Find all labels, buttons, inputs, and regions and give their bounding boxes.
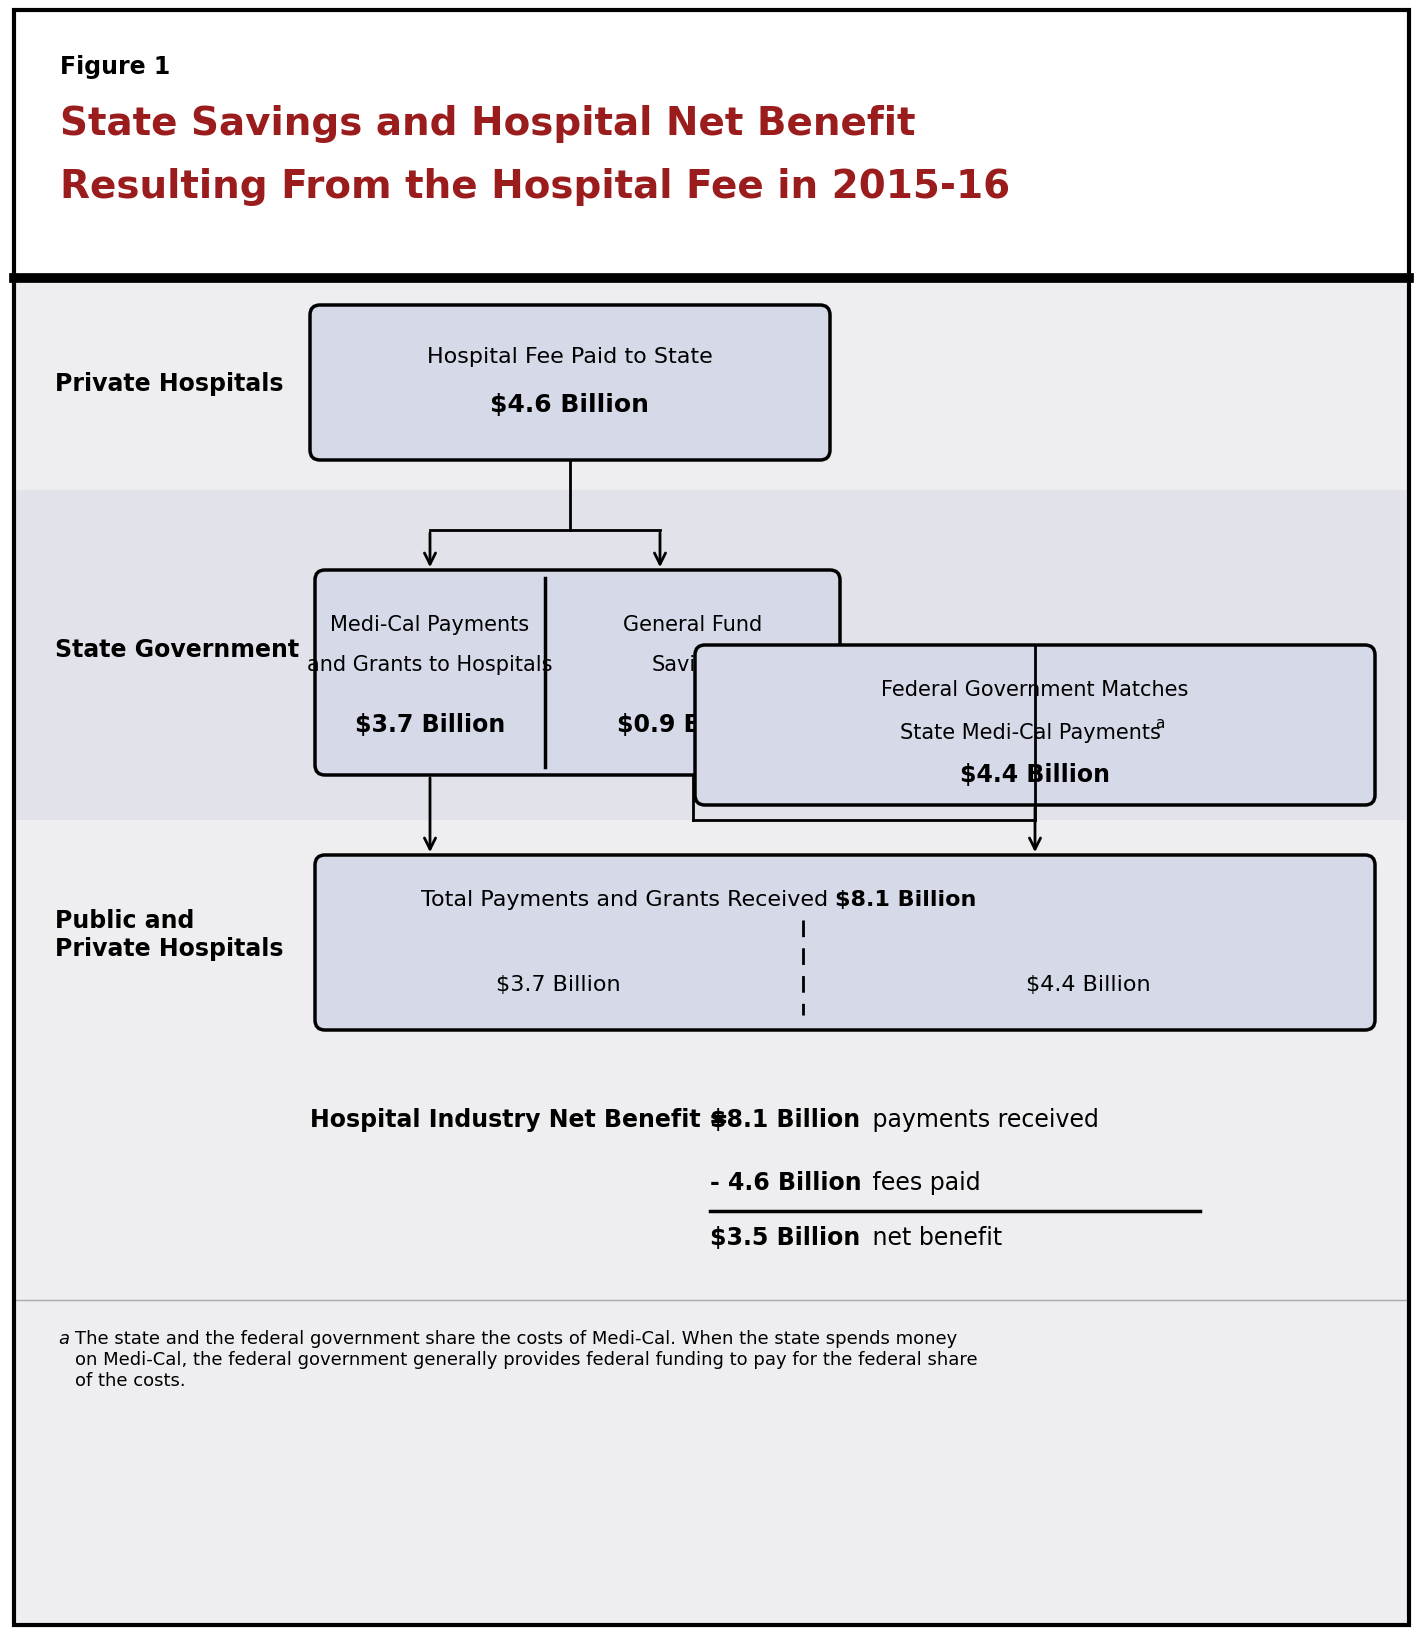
Text: $4.4 Billion: $4.4 Billion [961,764,1110,786]
Text: net benefit: net benefit [865,1226,1002,1251]
Text: Total Payments and Grants Received: Total Payments and Grants Received [421,889,835,911]
Text: General Fund: General Fund [623,615,763,634]
Text: Figure 1: Figure 1 [60,56,171,78]
Text: The state and the federal government share the costs of Medi-Cal. When the state: The state and the federal government sha… [75,1329,978,1390]
FancyBboxPatch shape [694,644,1375,804]
FancyBboxPatch shape [314,571,840,775]
Text: a: a [1155,716,1164,731]
Text: Hospital Industry Net Benefit =: Hospital Industry Net Benefit = [310,1109,729,1131]
Text: $8.1 Billion: $8.1 Billion [835,889,976,911]
Text: - 4.6 Billion: - 4.6 Billion [710,1171,861,1195]
Text: $4.6 Billion: $4.6 Billion [491,392,649,417]
Text: $3.7 Billion: $3.7 Billion [497,974,620,996]
Bar [14,10,1409,278]
Text: Medi-Cal Payments: Medi-Cal Payments [330,615,529,634]
Text: $8.1 Billion: $8.1 Billion [710,1109,859,1131]
Text: State Government: State Government [55,638,299,662]
Text: Private Hospitals: Private Hospitals [55,373,283,396]
Text: State Medi-Cal Payments: State Medi-Cal Payments [899,723,1160,742]
Text: payments received: payments received [865,1109,1099,1131]
Text: State Savings and Hospital Net Benefit: State Savings and Hospital Net Benefit [60,105,915,142]
Text: $4.4 Billion: $4.4 Billion [1026,974,1151,996]
Text: $0.9 Billion: $0.9 Billion [618,713,767,737]
Text: Resulting From the Hospital Fee in 2015-16: Resulting From the Hospital Fee in 2015-… [60,168,1010,206]
Text: Hospital Fee Paid to State: Hospital Fee Paid to State [427,347,713,366]
Bar [14,278,1409,1625]
FancyBboxPatch shape [314,855,1375,1030]
Text: Federal Government Matches: Federal Government Matches [881,680,1188,700]
Text: Savings: Savings [652,656,733,675]
Text: fees paid: fees paid [865,1171,980,1195]
Text: $3.5 Billion: $3.5 Billion [710,1226,861,1251]
Text: $3.7 Billion: $3.7 Billion [354,713,505,737]
Bar [14,490,1409,821]
FancyBboxPatch shape [310,306,830,459]
Text: Public and
Private Hospitals: Public and Private Hospitals [55,909,283,961]
Text: and Grants to Hospitals: and Grants to Hospitals [307,656,552,675]
Text: a: a [58,1329,68,1347]
